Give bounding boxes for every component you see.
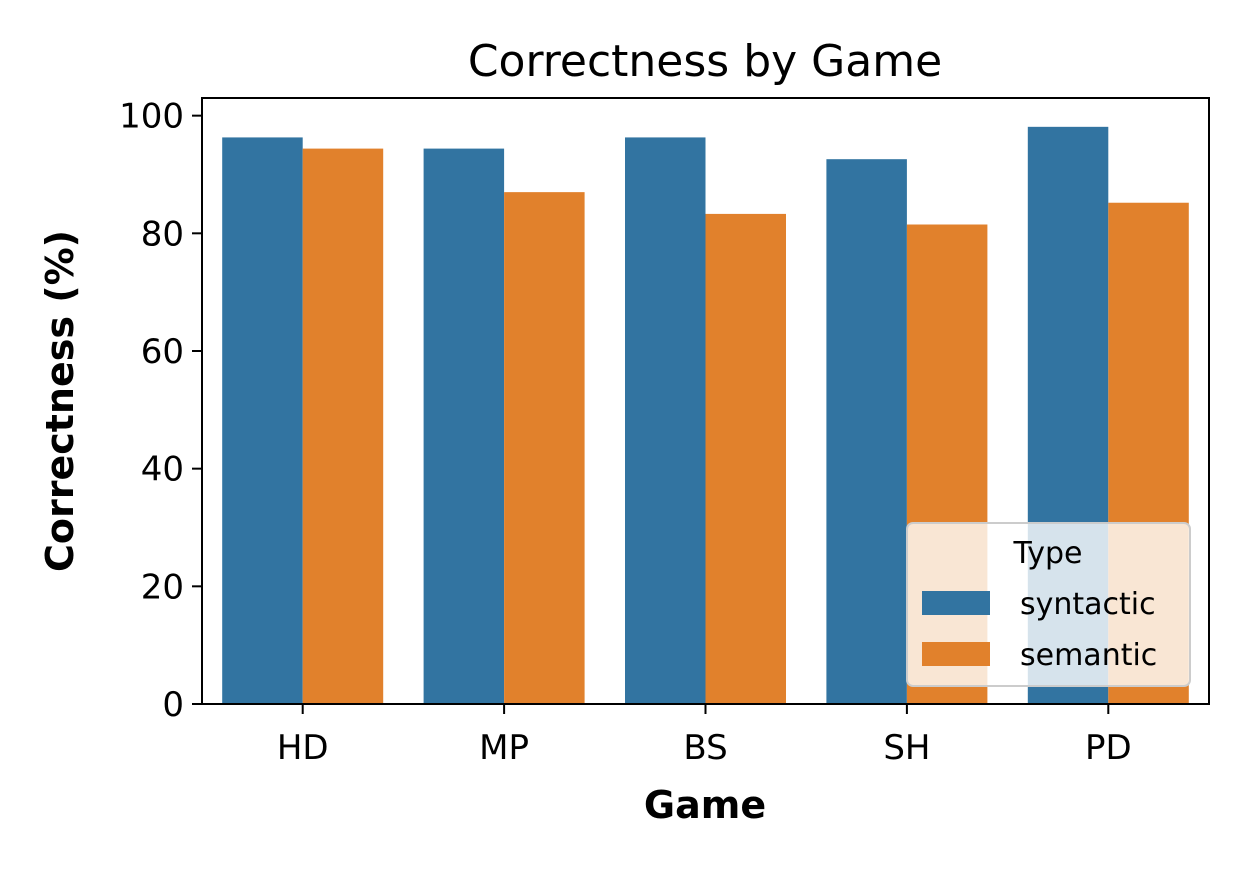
- legend: Type syntactic semantic: [906, 522, 1191, 687]
- y-axis-label: Correctness (%): [38, 230, 82, 572]
- bar-syntactic-hd: [222, 137, 303, 705]
- bar-syntactic-sh: [826, 159, 907, 704]
- legend-swatch-syntactic: [922, 591, 990, 615]
- legend-label-semantic: semantic: [1020, 638, 1157, 673]
- x-tick-label-hd: HD: [277, 728, 329, 768]
- legend-label-syntactic: syntactic: [1020, 587, 1156, 622]
- x-tick-label-pd: PD: [1085, 728, 1132, 768]
- bar-syntactic-bs: [625, 137, 706, 705]
- y-axis-ticks: 0 20 40 60 80 100: [119, 97, 202, 725]
- chart-title: Correctness by Game: [468, 36, 942, 87]
- bar-semantic-bs: [705, 213, 786, 704]
- bar-semantic-mp: [504, 192, 585, 704]
- x-axis-label: Game: [644, 783, 766, 827]
- x-axis-ticks: HD MP BS SH PD: [277, 704, 1132, 768]
- y-tick-label-100: 100: [119, 97, 184, 137]
- x-tick-label-mp: MP: [479, 728, 529, 768]
- bar-syntactic-mp: [423, 148, 505, 705]
- y-tick-label-60: 60: [141, 332, 184, 372]
- bar-semantic-hd: [302, 148, 384, 705]
- y-tick-label-80: 80: [141, 214, 184, 254]
- plot-frame: [201, 97, 1210, 705]
- x-tick-label-sh: SH: [883, 728, 930, 768]
- y-tick-label-20: 20: [141, 567, 184, 607]
- legend-title: Type: [1013, 536, 1083, 571]
- y-tick-label-40: 40: [141, 450, 184, 490]
- x-tick-label-bs: BS: [683, 728, 727, 768]
- y-tick-label-0: 0: [162, 685, 184, 725]
- legend-swatch-semantic: [922, 642, 990, 666]
